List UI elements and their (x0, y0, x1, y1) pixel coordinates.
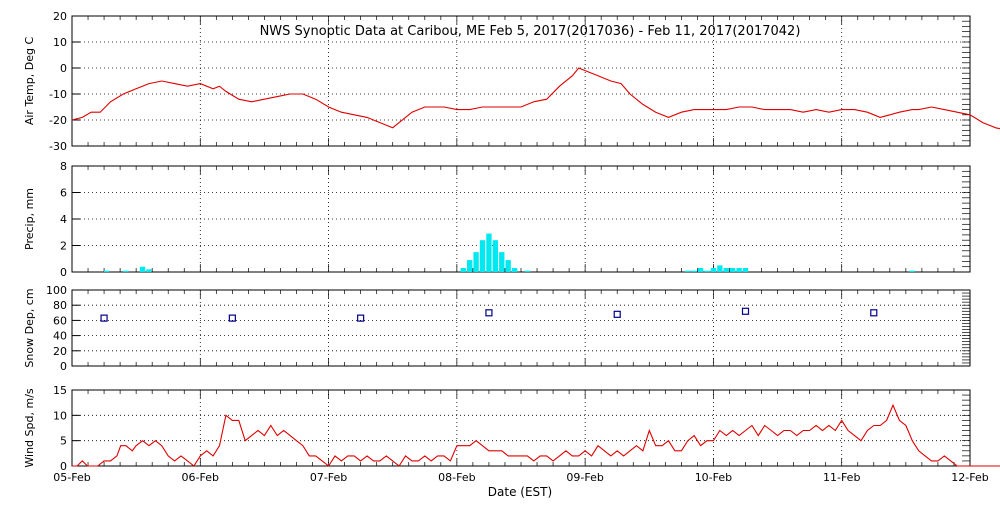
y-tick-label: 2 (60, 240, 67, 253)
precip-bar (460, 268, 466, 272)
x-tick-label: 06-Feb (182, 471, 219, 484)
y-axis-label: Precip, mm (23, 188, 36, 250)
y-tick-label: 6 (60, 187, 67, 200)
x-tick-label: 12-Feb (951, 471, 988, 484)
panel-frame (71, 389, 971, 467)
y-tick-label: 20 (53, 345, 67, 358)
precip-bar (499, 252, 505, 272)
panel-wind: 15 10 5 0 Wind Spd, m/s (23, 384, 1000, 473)
snow-point (100, 314, 108, 322)
panel-precip: 8 6 4 2 0 Precip, mm (23, 160, 971, 279)
precip-bar (467, 260, 473, 272)
x-tick-label: 10-Feb (695, 471, 732, 484)
precip-bar (685, 270, 691, 272)
chart-title: NWS Synoptic Data at Caribou, ME Feb 5, … (260, 24, 801, 39)
precip-bar (717, 265, 723, 272)
y-tick-label: 60 (53, 314, 67, 327)
precip-bar (492, 240, 499, 272)
y-tick-label: 0 (60, 266, 67, 279)
y-axis-label: Wind Spd, m/s (23, 388, 36, 468)
precip-bar (729, 268, 736, 272)
panel-snow: 100 80 60 40 20 0 Snow Dep, cm (23, 284, 971, 373)
x-tick-label: 08-Feb (438, 471, 475, 484)
panel-frame (71, 15, 971, 147)
panel-frame (71, 289, 971, 367)
snow-point (741, 307, 750, 315)
y-tick-label: -20 (49, 114, 67, 127)
y-tick-label: -10 (49, 88, 67, 101)
y-tick-label: 10 (53, 36, 67, 49)
precip-bar (691, 270, 697, 272)
precip-bar (139, 266, 146, 272)
y-tick-label: -30 (49, 140, 67, 153)
y-tick-label: 0 (60, 62, 67, 75)
y-tick-label: 20 (53, 10, 67, 23)
precip-bar (704, 270, 710, 272)
precip-bar (736, 268, 742, 272)
precip-bar (723, 268, 729, 272)
y-tick-label: 5 (60, 435, 67, 448)
y-tick-label: 15 (53, 384, 67, 397)
x-tick-label: 05-Feb (53, 471, 90, 484)
y-tick-label: 0 (60, 460, 67, 473)
y-tick-label: 40 (53, 330, 67, 343)
y-axis-label: Snow Dep, cm (23, 288, 36, 367)
precip-bar (742, 268, 749, 272)
x-axis-label: Date (EST) (488, 485, 552, 499)
precip-bar (103, 270, 110, 272)
precip-bar (146, 269, 152, 272)
y-tick-label: 8 (60, 160, 67, 173)
y-tick-label: 0 (60, 360, 67, 373)
snow-point (613, 310, 621, 318)
y-tick-label: 4 (60, 213, 67, 226)
precip-bar (511, 268, 518, 272)
precip-bar (123, 270, 129, 272)
precip-bar (909, 270, 915, 272)
x-tick-label: 07-Feb (310, 471, 347, 484)
snow-point (357, 314, 365, 322)
series-line-temp (71, 67, 1000, 130)
y-tick-label: 80 (53, 299, 67, 312)
precip-bar (479, 240, 486, 272)
precip-bar (486, 233, 492, 272)
x-tick-label: 09-Feb (566, 471, 603, 484)
snow-point (485, 309, 493, 317)
precip-bar (697, 268, 704, 272)
panel-temp: 20 10 0 -10 -20 -30 Air Temp, Deg C (23, 10, 1000, 153)
snow-point (228, 314, 236, 322)
precip-bar (710, 268, 717, 272)
precip-bar (473, 252, 479, 272)
y-tick-label: 100 (46, 284, 67, 297)
precip-bar (524, 270, 531, 272)
y-tick-label: 10 (53, 409, 67, 422)
snow-point (870, 309, 878, 317)
x-tick-label: 11-Feb (823, 471, 860, 484)
precip-bar (505, 260, 511, 272)
y-axis-label: Air Temp, Deg C (23, 37, 36, 126)
series-line-wind (72, 403, 1000, 467)
panel-frame (71, 165, 971, 273)
